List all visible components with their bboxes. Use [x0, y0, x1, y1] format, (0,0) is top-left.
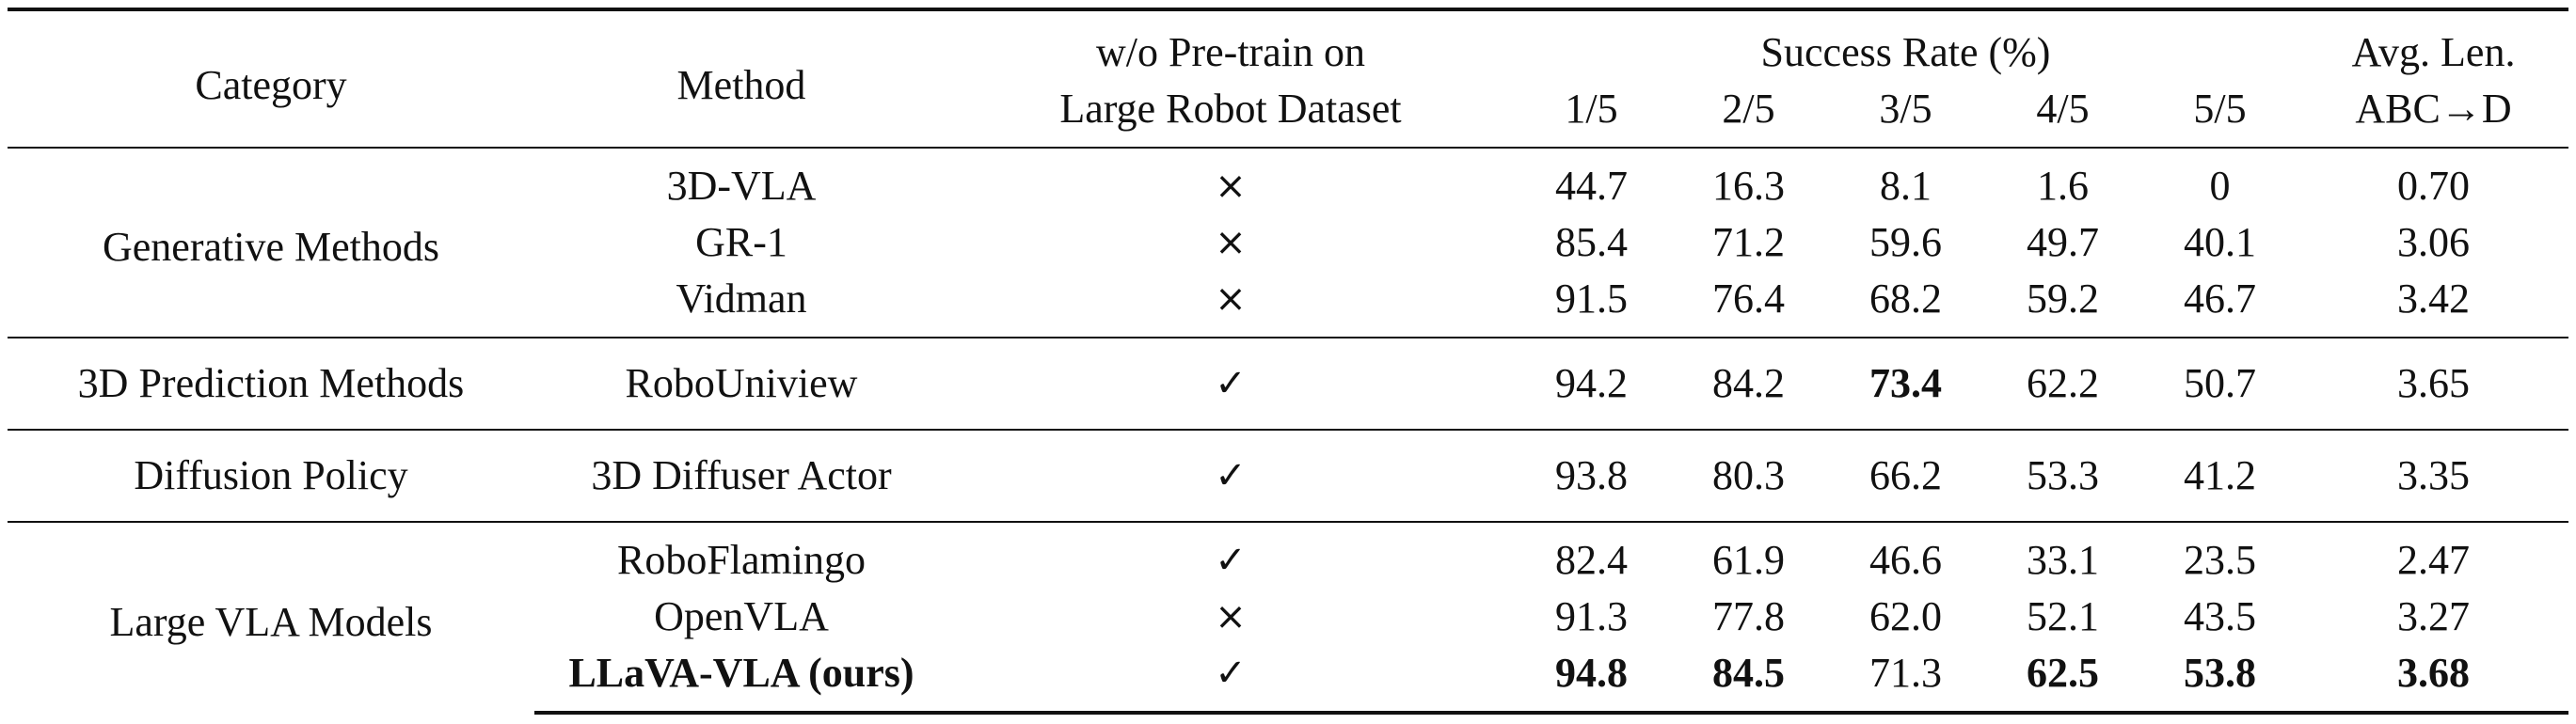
sr-cell: 50.7 [2141, 337, 2299, 430]
method-cell: Vidman [676, 275, 807, 322]
pretrain-mark: × [1215, 595, 1247, 638]
avg-len-cell: 3.65 [2298, 337, 2569, 430]
pretrain-mark: ✓ [948, 429, 1513, 522]
avg-len-cell: 3.35 [2298, 429, 2569, 522]
header-avg-line2: ABC→D [2355, 86, 2512, 132]
sr-cell: 23.5 [2141, 521, 2299, 589]
sr-cell: 16.3 [1670, 147, 1827, 214]
avg-len-cell-best: 3.68 [2298, 645, 2569, 715]
method-cell: 3D Diffuser Actor [534, 429, 948, 522]
sr-cell: 43.5 [2184, 593, 2256, 639]
pretrain-mark: ✓ [948, 521, 1513, 589]
sr-cell: 0 [2141, 147, 2299, 214]
category-cell: Generative Methods [8, 147, 534, 338]
sr-cell: 53.3 [1984, 429, 2141, 522]
sr-cell: 85.4 [1555, 219, 1628, 265]
header-sr-3: 3/5 [1879, 86, 1932, 132]
sr-cell: 61.9 [1670, 521, 1827, 589]
table-row: LLaVA-VLA (ours) ✓ 94.8 84.5 71.3 62.5 5… [8, 645, 2569, 715]
sr-cell: 93.8 [1513, 429, 1670, 522]
sr-cell: 1.6 [1984, 147, 2141, 214]
sr-cell: 76.4 [1712, 275, 1785, 322]
method-cell: RoboFlamingo [534, 521, 948, 589]
sr-cell: 71.2 [1712, 219, 1785, 265]
pretrain-mark: × [1215, 221, 1247, 264]
sr-cell: 8.1 [1827, 147, 1984, 214]
pretrain-mark: × [948, 147, 1513, 214]
sr-cell: 71.3 [1827, 645, 1984, 715]
table-row: Diffusion Policy 3D Diffuser Actor ✓ 93.… [8, 429, 2569, 522]
sr-cell: 46.6 [1827, 521, 1984, 589]
sr-cell: 49.7 [2027, 219, 2099, 265]
header-sr-1: 1/5 [1565, 86, 1618, 132]
sr-cell: 80.3 [1670, 429, 1827, 522]
header-success-rate: Success Rate (%) [1513, 8, 2299, 81]
method-cell: RoboUniview [534, 337, 948, 430]
avg-len-cell: 3.27 [2397, 593, 2471, 639]
table-row: Vidman × 91.5 76.4 68.2 59.2 46.7 3.42 [8, 271, 2568, 338]
category-cell: Large VLA Models [8, 521, 534, 713]
sr-cell: 59.2 [2027, 275, 2099, 322]
sr-cell: 62.2 [1984, 337, 2141, 430]
table-row: GR-1 × 85.4 71.2 59.6 49.7 40.1 3.06 [8, 214, 2568, 271]
avg-len-cell: 3.42 [2397, 275, 2471, 322]
pretrain-mark: ✓ [948, 645, 1513, 715]
header-sr-4: 4/5 [2036, 86, 2090, 132]
avg-len-cell: 3.06 [2397, 219, 2471, 265]
sr-cell: 59.6 [1869, 219, 1942, 265]
sr-cell: 46.7 [2184, 275, 2256, 322]
results-table: Category Method w/o Pre-train on Success… [8, 8, 2569, 715]
sr-cell: 91.3 [1555, 593, 1628, 639]
header-row-2: Large Robot Dataset 1/5 2/5 3/5 4/5 5/5 … [8, 81, 2568, 148]
pretrain-mark: × [1215, 277, 1247, 321]
sr-cell: 94.2 [1513, 337, 1670, 430]
sr-cell: 66.2 [1827, 429, 1984, 522]
avg-len-cell: 2.47 [2298, 521, 2569, 589]
sr-cell: 84.2 [1670, 337, 1827, 430]
method-cell: 3D-VLA [534, 147, 948, 214]
avg-len-cell: 0.70 [2298, 147, 2569, 214]
sr-cell: 52.1 [2027, 593, 2099, 639]
sr-cell: 44.7 [1513, 147, 1670, 214]
sr-cell-best: 73.4 [1827, 337, 1984, 430]
header-avg-line1: Avg. Len. [2298, 8, 2569, 81]
category-cell: Diffusion Policy [8, 429, 534, 522]
header-row-1: Category Method w/o Pre-train on Success… [8, 8, 2569, 148]
sr-cell-best: 94.8 [1513, 645, 1670, 715]
sr-cell-best: 84.5 [1670, 645, 1827, 715]
sr-cell: 62.0 [1869, 593, 1942, 639]
method-cell: GR-1 [695, 219, 787, 265]
table-row: Large VLA Models RoboFlamingo ✓ 82.4 61.… [8, 521, 2569, 713]
method-cell-ours: LLaVA-VLA (ours) [534, 645, 948, 715]
sr-cell: 68.2 [1869, 275, 1942, 322]
pretrain-mark: ✓ [948, 337, 1513, 430]
sr-cell: 41.2 [2141, 429, 2299, 522]
sr-cell: 77.8 [1712, 593, 1785, 639]
sr-cell: 40.1 [2184, 219, 2256, 265]
results-table-container: Category Method w/o Pre-train on Success… [8, 0, 2569, 724]
table-row: 3D Prediction Methods RoboUniview ✓ 94.2… [8, 337, 2569, 430]
sr-cell: 33.1 [1984, 521, 2141, 589]
table-row: Generative Methods 3D-VLA × 44.7 16.3 8.… [8, 147, 2569, 338]
header-pretrain-line1: w/o Pre-train on [948, 8, 1513, 81]
header-pretrain-line2: Large Robot Dataset [1059, 86, 1402, 132]
category-cell: 3D Prediction Methods [8, 337, 534, 430]
header-method: Method [534, 8, 948, 148]
sr-cell-best: 53.8 [2141, 645, 2299, 715]
method-cell: OpenVLA [654, 593, 829, 639]
header-sr-5: 5/5 [2193, 86, 2247, 132]
sr-cell-best: 62.5 [1984, 645, 2141, 715]
header-sr-2: 2/5 [1722, 86, 1775, 132]
header-category: Category [8, 8, 534, 148]
sr-cell: 82.4 [1513, 521, 1670, 589]
sr-cell: 91.5 [1555, 275, 1628, 322]
table-row: OpenVLA × 91.3 77.8 62.0 52.1 43.5 3.27 [8, 589, 2568, 645]
